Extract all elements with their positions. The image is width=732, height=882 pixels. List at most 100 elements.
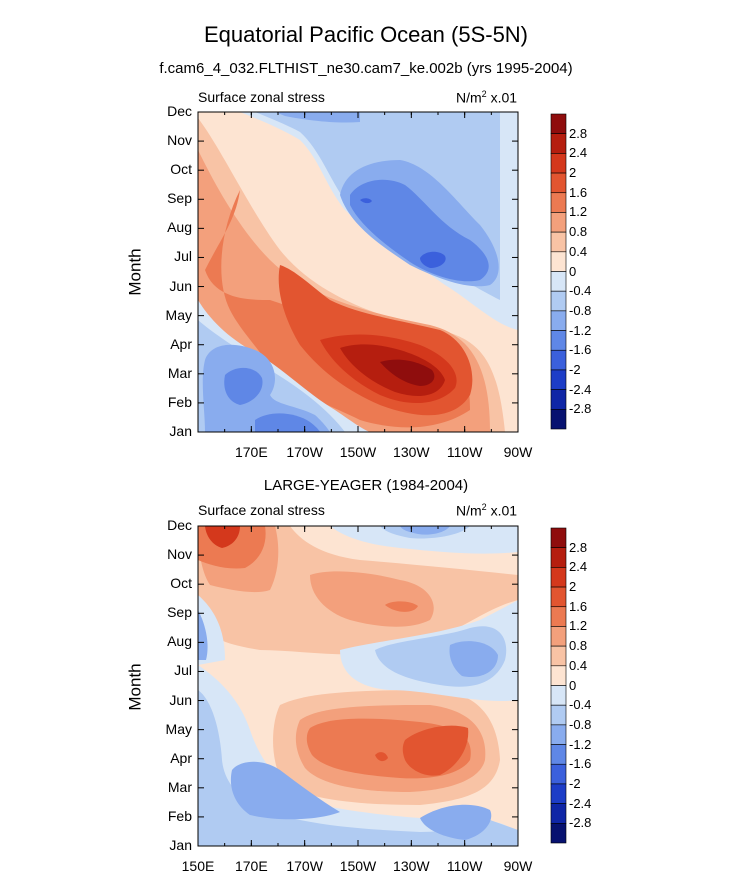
- colorbar-swatch: [550, 192, 567, 213]
- ytick-label: Jun: [169, 691, 192, 708]
- colorbar-swatch: [550, 172, 567, 194]
- xtick-label: 170W: [286, 858, 323, 874]
- colorbar-tick-label: 2.4: [569, 559, 588, 575]
- ytick-label: Aug: [167, 633, 192, 650]
- xtick-label: 170W: [286, 444, 323, 460]
- xtick-label: 90W: [503, 444, 533, 460]
- colorbar-tick-label: 2: [569, 165, 577, 181]
- colorbar-swatch: [550, 271, 567, 292]
- xtick-label: 170E: [234, 444, 268, 460]
- colorbar-swatch: [550, 783, 567, 804]
- ytick-label: Feb: [167, 393, 192, 410]
- colorbar-tick-label: 0.4: [569, 657, 588, 673]
- colorbar-tick-label: 0.4: [569, 243, 588, 259]
- colorbar-tick-label: 0.8: [569, 638, 588, 654]
- colorbar-tick-label: 1.6: [569, 598, 588, 614]
- colorbar-tick-label: 1.2: [569, 204, 588, 220]
- colorbar-swatch: [550, 310, 567, 331]
- xtick-label: 150E: [181, 858, 215, 874]
- colorbar-tick-label: -0.4: [569, 283, 592, 299]
- colorbar-tick-label: -1.2: [569, 736, 592, 752]
- colorbar-tick-label: -2: [569, 361, 581, 377]
- ytick-label: Jul: [174, 662, 192, 679]
- colorbar-tick-label: 2.8: [569, 125, 588, 141]
- colorbar-tick-label: -2.8: [569, 401, 592, 417]
- colorbar-swatch: [550, 763, 567, 785]
- ytick-label: May: [165, 306, 192, 323]
- colorbar-tick-label: -2: [569, 775, 581, 791]
- contour-level: [420, 251, 446, 268]
- ytick-label: Dec: [167, 517, 192, 533]
- panel2-left-label: Surface zonal stress: [198, 502, 325, 518]
- colorbar-swatch: [550, 724, 567, 745]
- contour-level: [385, 601, 418, 612]
- colorbar-tick-label: -2.4: [569, 795, 592, 811]
- contour-level: [198, 610, 208, 660]
- colorbar-swatch: [550, 744, 567, 765]
- colorbar-tick-label: -0.4: [569, 697, 592, 713]
- contour-level: [255, 413, 320, 432]
- colorbar-swatch: [550, 527, 567, 548]
- colorbar-tick-label: 2: [569, 579, 577, 595]
- xtick-label: 110W: [446, 444, 483, 460]
- axis-ticks: [197, 111, 519, 847]
- ytick-label: Jan: [169, 837, 192, 853]
- panel2-units-label: N/m2 x.01: [456, 502, 518, 519]
- ytick-label: Nov: [167, 546, 192, 563]
- ytick-label: Sep: [167, 604, 192, 621]
- ytick-label: Jan: [169, 423, 192, 439]
- colorbar-swatch: [550, 665, 567, 686]
- colorbar-tick-label: -1.6: [569, 756, 592, 772]
- figure-title: Equatorial Pacific Ocean (5S-5N): [203, 22, 529, 47]
- colorbar-tick-label: 0: [569, 677, 577, 693]
- ytick-label: Jun: [169, 277, 192, 294]
- contour-level: [310, 571, 434, 627]
- colorbar-tick-label: 1.2: [569, 618, 588, 634]
- xtick-label: 150W: [339, 858, 377, 874]
- panel2-title: LARGE-YEAGER (1984-2004): [263, 477, 469, 494]
- ytick-label: Mar: [167, 364, 192, 381]
- contour-level: [420, 804, 492, 840]
- colorbar-tick-label: -1.2: [569, 322, 592, 338]
- xtick-label: 170E: [234, 858, 268, 874]
- xtick-label: 150W: [339, 444, 377, 460]
- contour-level: [402, 725, 469, 776]
- colorbar-swatch: [550, 586, 567, 608]
- ytick-label: Mar: [167, 778, 192, 795]
- ytick-label: Oct: [170, 161, 192, 178]
- colorbar-tick-label: -1.6: [569, 342, 592, 358]
- panel1-left-label: Surface zonal stress: [198, 89, 325, 105]
- colorbar-swatch: [550, 567, 567, 588]
- ytick-label: Feb: [167, 807, 192, 824]
- colorbar-tick-label: 2.8: [569, 539, 588, 555]
- colorbar-tick-label: -2.8: [569, 815, 592, 831]
- panel1-contours: [198, 112, 518, 432]
- colorbar-swatch: [550, 606, 567, 627]
- ytick-label: Apr: [170, 749, 192, 766]
- colorbar-tick-label: 0: [569, 263, 577, 279]
- colorbar-swatch: [550, 389, 567, 410]
- colorbar-swatch: [550, 231, 567, 253]
- contour-level: [375, 752, 388, 762]
- colorbar-swatch: [550, 153, 567, 174]
- ytick-label: Oct: [170, 575, 192, 592]
- contour-level: [360, 198, 372, 204]
- colorbar-swatch: [550, 212, 567, 233]
- ytick-label: Sep: [167, 190, 192, 207]
- colorbar-swatch: [550, 645, 567, 667]
- panel2-contours: [198, 526, 518, 846]
- colorbar-swatch: [550, 704, 567, 726]
- colorbar-swatch: [550, 823, 567, 844]
- colorbar-swatch: [550, 290, 567, 312]
- colorbar-swatch: [550, 349, 567, 371]
- colorbar-swatch: [550, 626, 567, 647]
- colorbar-swatch: [550, 113, 567, 134]
- panel1-units-label: N/m2 x.01: [456, 89, 518, 106]
- colorbar-swatch: [550, 369, 567, 390]
- figure-subtitle: f.cam6_4_032.FLTHIST_ne30.cam7_ke.002b (…: [159, 60, 573, 77]
- contour-level: [449, 641, 498, 678]
- xtick-label: 90W: [503, 858, 533, 874]
- contour-level: [202, 344, 330, 432]
- xtick-label: 110W: [446, 858, 483, 874]
